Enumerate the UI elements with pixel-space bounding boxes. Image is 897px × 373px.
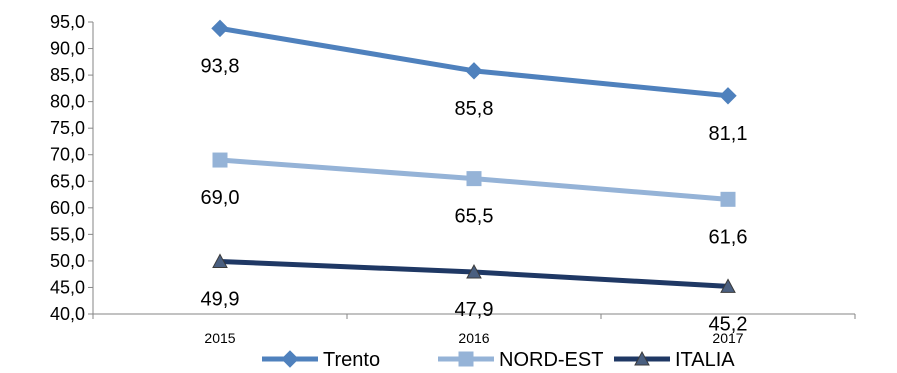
series-nord-est — [212, 152, 736, 207]
y-tick-label: 60,0 — [50, 198, 85, 218]
x-tick-label: 2015 — [204, 330, 235, 346]
legend: Trento NORD-EST ITALIA — [262, 349, 735, 371]
data-point — [211, 19, 229, 38]
data-labels: 93,8 85,8 81,1 69,0 65,5 61,6 49,9 47,9 45,2 — [201, 55, 748, 335]
series-trento — [211, 19, 737, 105]
data-point — [465, 62, 483, 80]
y-tick-label: 75,0 — [50, 118, 85, 138]
y-tick-label: 80,0 — [50, 92, 85, 112]
data-label: 81,1 — [709, 123, 748, 145]
data-point — [466, 264, 482, 279]
data-label: 49,9 — [201, 288, 240, 310]
y-tick-label: 55,0 — [50, 224, 85, 244]
x-axis-ticks: 2015 2016 2017 — [92, 314, 856, 346]
y-tick-label: 45,0 — [50, 277, 85, 297]
data-label: 85,8 — [455, 98, 494, 120]
x-tick-label: 2017 — [712, 330, 743, 346]
y-tick-label: 95,0 — [50, 12, 85, 32]
chart-axes — [92, 22, 855, 315]
data-label: 45,2 — [709, 313, 748, 335]
y-tick-label: 70,0 — [50, 145, 85, 165]
data-label: 47,9 — [455, 299, 494, 321]
legend-label: ITALIA — [675, 349, 735, 371]
legend-label: NORD-EST — [499, 349, 603, 371]
data-label: 61,6 — [709, 226, 748, 248]
legend-label: Trento — [323, 349, 380, 371]
y-tick-label: 50,0 — [50, 251, 85, 271]
legend-item: NORD-EST — [438, 349, 603, 371]
legend-item: ITALIA — [614, 349, 735, 371]
legend-item: Trento — [262, 349, 380, 371]
data-label: 65,5 — [455, 206, 494, 228]
y-tick-label: 40,0 — [50, 304, 85, 324]
x-tick-label: 2016 — [458, 330, 489, 346]
y-tick-label: 85,0 — [50, 65, 85, 85]
legend-marker — [281, 350, 299, 368]
data-point — [719, 87, 737, 105]
series-lines — [211, 19, 737, 293]
data-point — [466, 171, 482, 187]
series-italia — [212, 253, 736, 293]
y-axis-ticks: 40,0 45,0 50,0 55,0 60,0 65,0 70,0 75,0 80,0 85,0… — [50, 12, 93, 324]
legend-marker — [634, 350, 650, 366]
legend-marker — [458, 351, 474, 367]
data-label: 93,8 — [201, 55, 240, 77]
data-point — [212, 152, 228, 168]
data-point — [720, 191, 736, 207]
y-tick-label: 65,0 — [50, 171, 85, 191]
data-point — [212, 253, 228, 268]
y-tick-label: 90,0 — [50, 39, 85, 59]
data-label: 69,0 — [201, 187, 240, 209]
data-point — [720, 278, 736, 293]
series-line — [217, 25, 731, 99]
